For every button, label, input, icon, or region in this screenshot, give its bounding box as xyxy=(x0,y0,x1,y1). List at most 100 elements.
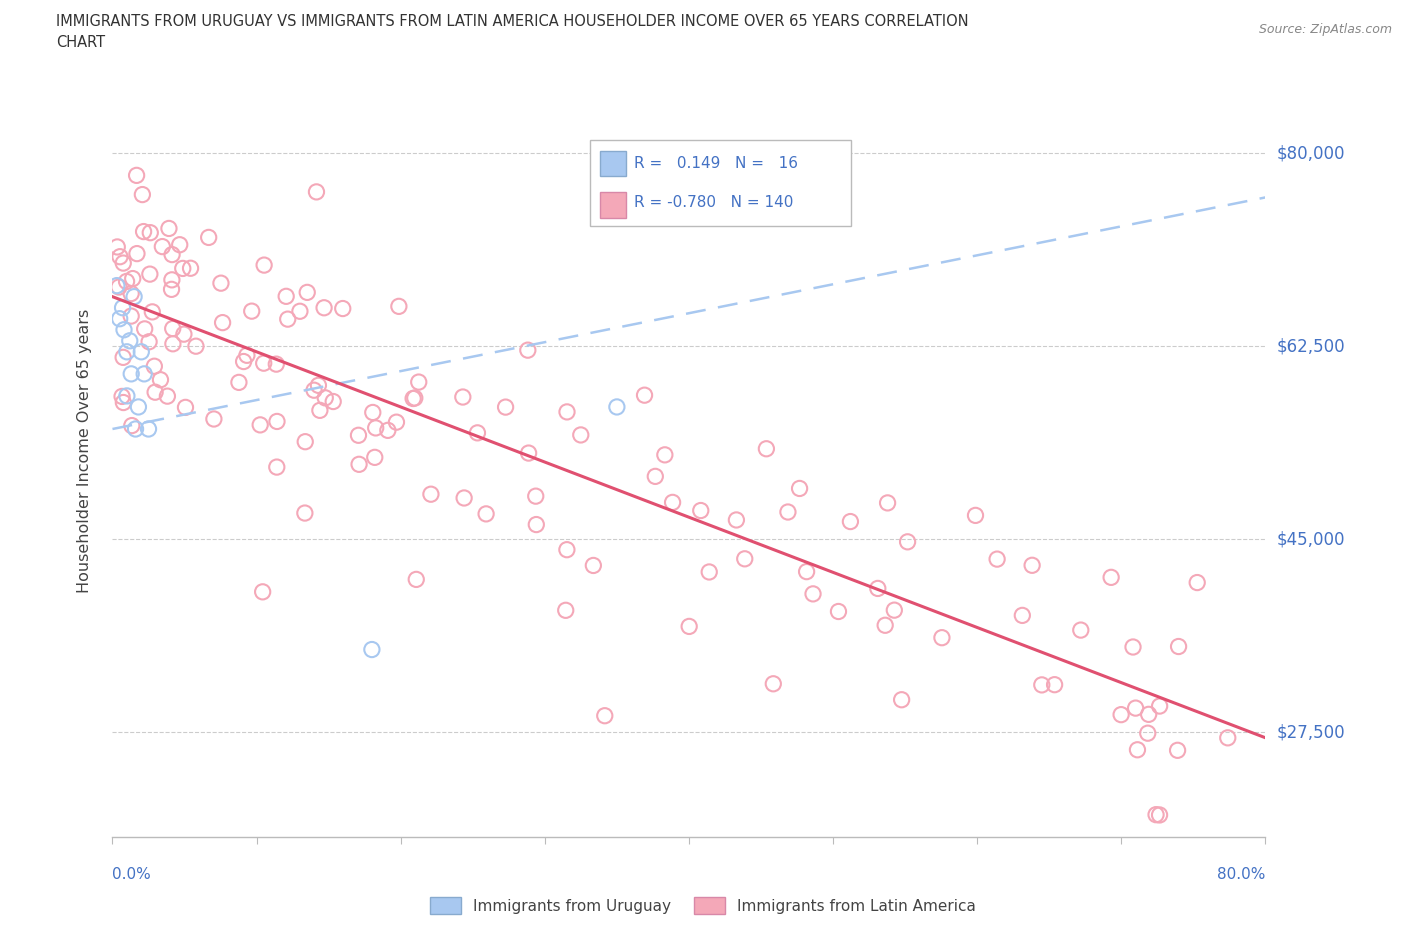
Point xyxy=(1185,575,1208,590)
Point xyxy=(108,249,131,264)
Point xyxy=(322,394,344,409)
Point xyxy=(132,224,155,239)
Point xyxy=(654,447,676,462)
Point xyxy=(495,400,517,415)
Point xyxy=(776,505,799,520)
Text: 80.0%: 80.0% xyxy=(1218,867,1265,882)
Point xyxy=(689,503,711,518)
Point xyxy=(1149,807,1171,822)
Point xyxy=(111,300,134,315)
Point xyxy=(112,350,135,365)
Point xyxy=(115,389,138,404)
Point xyxy=(516,343,538,358)
Point xyxy=(105,240,128,255)
Point xyxy=(115,344,138,359)
Point xyxy=(112,256,135,271)
Point xyxy=(377,423,399,438)
Point xyxy=(294,506,316,521)
Point xyxy=(364,420,387,435)
Point xyxy=(697,565,720,579)
Point xyxy=(827,604,849,619)
Point xyxy=(162,337,184,352)
Point xyxy=(364,450,387,465)
Point xyxy=(314,391,336,405)
Point xyxy=(115,274,138,289)
Point xyxy=(108,280,131,295)
Point xyxy=(209,275,232,290)
Point xyxy=(197,230,219,245)
Point xyxy=(111,389,134,404)
Point xyxy=(1011,608,1033,623)
Point xyxy=(105,278,128,293)
Point xyxy=(555,405,578,419)
Point xyxy=(125,168,148,183)
Point xyxy=(184,339,207,353)
Point xyxy=(1167,743,1189,758)
Text: $80,000: $80,000 xyxy=(1277,144,1346,163)
Point xyxy=(555,542,578,557)
Point xyxy=(134,366,156,381)
Point xyxy=(1109,707,1132,722)
Point xyxy=(405,572,427,587)
Point xyxy=(138,421,160,436)
Text: $45,000: $45,000 xyxy=(1277,530,1346,549)
Point xyxy=(125,246,148,261)
Point xyxy=(467,425,489,440)
Point xyxy=(294,434,316,449)
Point xyxy=(451,390,474,405)
Point xyxy=(121,418,143,433)
Point xyxy=(139,225,162,240)
Point xyxy=(875,618,897,632)
Point xyxy=(288,304,311,319)
Point xyxy=(762,676,785,691)
Point xyxy=(1136,725,1159,740)
Point xyxy=(890,692,912,707)
Point xyxy=(801,587,824,602)
Point xyxy=(277,312,299,326)
Point xyxy=(297,285,319,299)
Point xyxy=(252,584,274,599)
Point xyxy=(120,286,142,301)
Point xyxy=(569,428,592,443)
Point xyxy=(661,495,683,510)
Point xyxy=(408,375,430,390)
Text: $27,500: $27,500 xyxy=(1277,724,1346,741)
FancyBboxPatch shape xyxy=(600,192,627,218)
Point xyxy=(276,289,298,304)
Text: $62,500: $62,500 xyxy=(1277,338,1346,355)
Point xyxy=(725,512,748,527)
Point xyxy=(839,514,862,529)
Point xyxy=(211,315,233,330)
Point xyxy=(134,322,156,337)
Point xyxy=(332,301,354,316)
Point xyxy=(606,400,628,415)
Point xyxy=(232,354,254,369)
Point xyxy=(202,412,225,427)
Point xyxy=(172,261,194,276)
Point xyxy=(1216,730,1239,745)
Point xyxy=(883,603,905,618)
Point xyxy=(266,459,288,474)
Point xyxy=(385,415,408,430)
Point xyxy=(755,442,778,457)
Point xyxy=(266,357,288,372)
Text: IMMIGRANTS FROM URUGUAY VS IMMIGRANTS FROM LATIN AMERICA HOUSEHOLDER INCOME OVER: IMMIGRANTS FROM URUGUAY VS IMMIGRANTS FR… xyxy=(56,14,969,29)
Point xyxy=(139,267,162,282)
Point xyxy=(347,428,370,443)
Text: R =   0.149   N =   16: R = 0.149 N = 16 xyxy=(634,156,799,171)
Point xyxy=(1021,558,1043,573)
Point xyxy=(240,304,263,319)
Point xyxy=(402,391,425,405)
Y-axis label: Householder Income Over 65 years: Householder Income Over 65 years xyxy=(77,309,91,593)
Point xyxy=(141,304,163,319)
Point xyxy=(156,389,179,404)
Point xyxy=(388,299,411,313)
Point xyxy=(453,490,475,505)
Point xyxy=(112,323,135,338)
FancyBboxPatch shape xyxy=(591,140,852,226)
Point xyxy=(160,247,183,262)
Point xyxy=(169,237,191,252)
Point xyxy=(266,414,288,429)
Point xyxy=(122,289,145,304)
Point xyxy=(305,184,328,199)
